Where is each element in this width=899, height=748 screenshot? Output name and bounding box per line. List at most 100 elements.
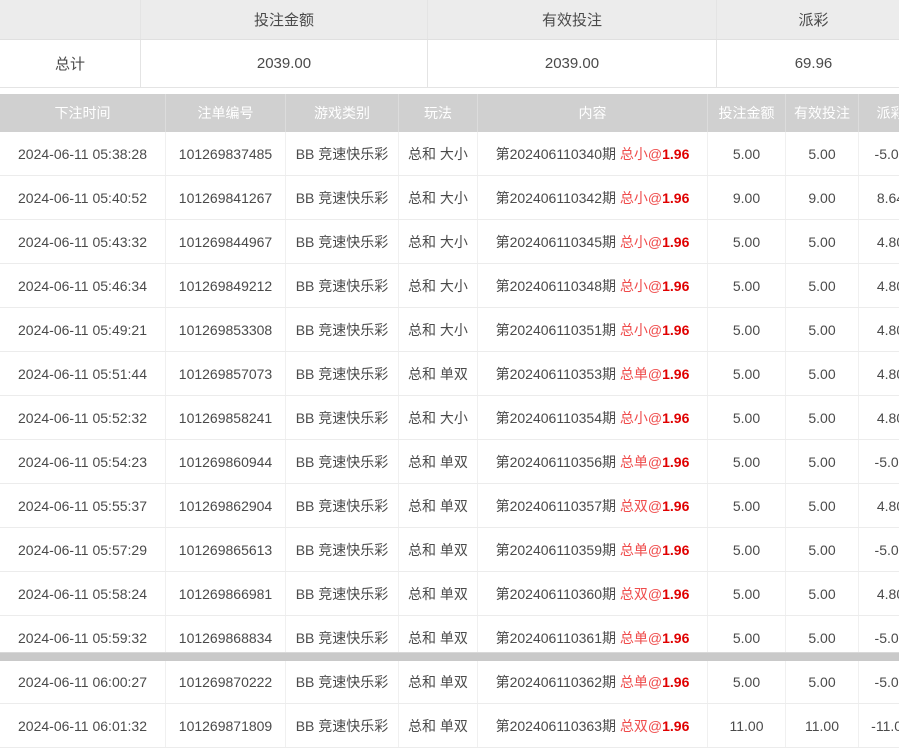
content-odds: 1.96 <box>662 410 689 426</box>
summary-header-bet-amount: 投注金额 <box>141 0 428 40</box>
summary-table-body: 总计 2039.00 2039.00 69.96 <box>0 40 899 88</box>
cell-game-type: BB 竞速快乐彩 <box>286 660 399 704</box>
content-selection: 总双@ <box>620 586 662 602</box>
col-header-bet-time[interactable]: 下注时间 <box>0 94 166 132</box>
cell-bet-time: 2024-06-11 05:54:23 <box>0 440 166 484</box>
cell-game-type: BB 竞速快乐彩 <box>286 572 399 616</box>
col-header-game-type[interactable]: 游戏类别 <box>286 94 399 132</box>
bet-records-table: 下注时间 注单编号 游戏类别 玩法 内容 投注金额 有效投注 派彩 2024-0… <box>0 94 899 748</box>
cell-valid-bet: 11.00 <box>786 704 859 748</box>
cell-bet-amount: 5.00 <box>708 308 786 352</box>
content-selection: 总单@ <box>620 630 662 646</box>
content-issue-number: 第202406110360期 <box>496 586 620 602</box>
cell-game-type: BB 竞速快乐彩 <box>286 308 399 352</box>
cell-order-id: 101269844967 <box>166 220 286 264</box>
cell-bet-amount: 5.00 <box>708 484 786 528</box>
summary-total-row: 总计 2039.00 2039.00 69.96 <box>0 40 899 88</box>
cell-payout: 4.80 <box>859 264 899 308</box>
cell-bet-amount: 5.00 <box>708 660 786 704</box>
cell-play-type: 总和 单双 <box>399 484 478 528</box>
cell-play-type: 总和 大小 <box>399 264 478 308</box>
cell-bet-time: 2024-06-11 05:55:37 <box>0 484 166 528</box>
cell-bet-time: 2024-06-11 05:51:44 <box>0 352 166 396</box>
content-selection: 总小@ <box>620 190 662 206</box>
summary-total-valid-bet: 2039.00 <box>428 40 717 88</box>
cell-bet-time: 2024-06-11 06:00:27 <box>0 660 166 704</box>
cell-order-id: 101269866981 <box>166 572 286 616</box>
cell-play-type: 总和 大小 <box>399 132 478 176</box>
cell-game-type: BB 竞速快乐彩 <box>286 176 399 220</box>
cell-content: 第202406110348期 总小@1.96 <box>478 264 708 308</box>
cell-order-id: 101269837485 <box>166 132 286 176</box>
cell-game-type: BB 竞速快乐彩 <box>286 440 399 484</box>
cell-play-type: 总和 单双 <box>399 440 478 484</box>
col-header-bet-amount[interactable]: 投注金额 <box>708 94 786 132</box>
summary-header-valid-bet: 有效投注 <box>428 0 717 40</box>
cell-valid-bet: 5.00 <box>786 528 859 572</box>
cell-payout: -5.00 <box>859 660 899 704</box>
col-header-valid-bet[interactable]: 有效投注 <box>786 94 859 132</box>
content-selection: 总双@ <box>620 718 662 734</box>
cell-game-type: BB 竞速快乐彩 <box>286 528 399 572</box>
cell-play-type: 总和 单双 <box>399 352 478 396</box>
content-issue-number: 第202406110362期 <box>496 674 620 690</box>
cell-bet-amount: 5.00 <box>708 132 786 176</box>
cell-game-type: BB 竞速快乐彩 <box>286 132 399 176</box>
cell-payout: -5.00 <box>859 528 899 572</box>
content-issue-number: 第202406110363期 <box>496 718 620 734</box>
cell-play-type: 总和 单双 <box>399 704 478 748</box>
content-odds: 1.96 <box>662 366 689 382</box>
cell-payout: 4.80 <box>859 220 899 264</box>
cell-bet-time: 2024-06-11 05:58:24 <box>0 572 166 616</box>
cell-content: 第202406110354期 总小@1.96 <box>478 396 708 440</box>
cell-bet-time: 2024-06-11 05:40:52 <box>0 176 166 220</box>
cell-bet-amount: 9.00 <box>708 176 786 220</box>
cell-game-type: BB 竞速快乐彩 <box>286 396 399 440</box>
cell-game-type: BB 竞速快乐彩 <box>286 484 399 528</box>
content-selection: 总双@ <box>620 498 662 514</box>
cell-bet-time: 2024-06-11 05:57:29 <box>0 528 166 572</box>
col-header-order-id[interactable]: 注单编号 <box>166 94 286 132</box>
content-selection: 总单@ <box>620 366 662 382</box>
content-issue-number: 第202406110354期 <box>496 410 620 426</box>
cell-content: 第202406110362期 总单@1.96 <box>478 660 708 704</box>
content-issue-number: 第202406110345期 <box>496 234 620 250</box>
content-odds: 1.96 <box>662 454 689 470</box>
cell-payout: 4.80 <box>859 484 899 528</box>
cell-order-id: 101269871809 <box>166 704 286 748</box>
cell-valid-bet: 5.00 <box>786 352 859 396</box>
col-header-payout[interactable]: 派彩 <box>859 94 899 132</box>
cell-content: 第202406110340期 总小@1.96 <box>478 132 708 176</box>
cell-bet-amount: 5.00 <box>708 528 786 572</box>
cell-content: 第202406110351期 总小@1.96 <box>478 308 708 352</box>
content-odds: 1.96 <box>662 630 689 646</box>
col-header-content[interactable]: 内容 <box>478 94 708 132</box>
betting-history-page: 投注金额 有效投注 派彩 总计 2039.00 2039.00 69.96 下注… <box>0 0 899 660</box>
col-header-play-type[interactable]: 玩法 <box>399 94 478 132</box>
content-issue-number: 第202406110340期 <box>496 146 620 162</box>
cell-order-id: 101269870222 <box>166 660 286 704</box>
cell-valid-bet: 5.00 <box>786 484 859 528</box>
summary-total-label: 总计 <box>0 40 141 88</box>
summary-table-header: 投注金额 有效投注 派彩 <box>0 0 899 40</box>
cell-bet-time: 2024-06-11 05:46:34 <box>0 264 166 308</box>
cell-play-type: 总和 单双 <box>399 572 478 616</box>
content-issue-number: 第202406110351期 <box>496 322 620 338</box>
cell-order-id: 101269862904 <box>166 484 286 528</box>
cell-bet-amount: 5.00 <box>708 352 786 396</box>
content-selection: 总小@ <box>620 322 662 338</box>
content-odds: 1.96 <box>662 146 689 162</box>
